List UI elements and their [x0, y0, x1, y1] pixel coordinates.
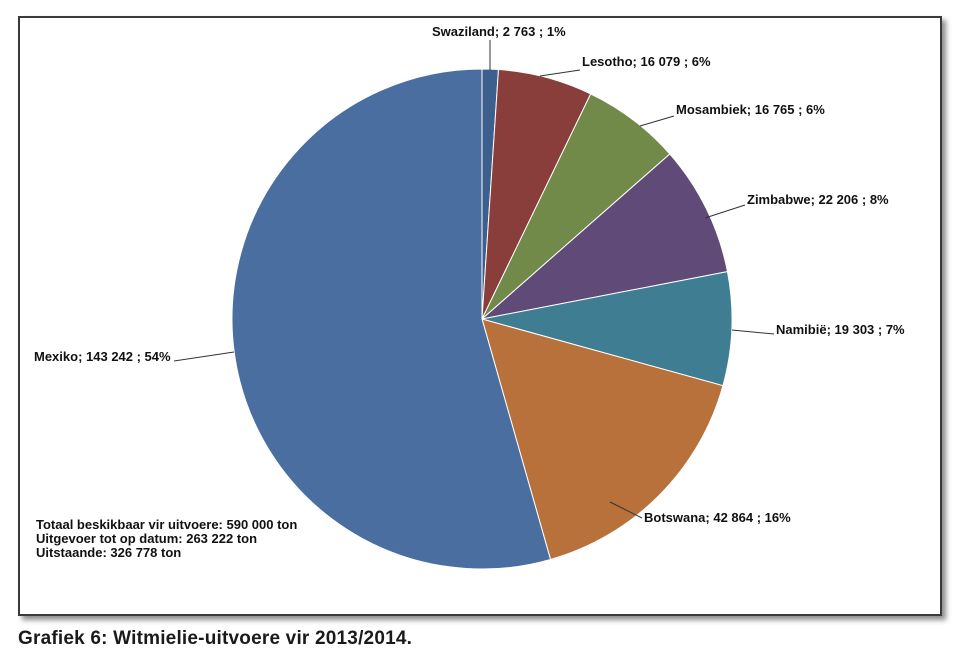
totals-annotation: Totaal beskikbaar vir uitvoere: 590 000 …	[36, 518, 297, 560]
outstanding-text: Uitstaande: 326 778 ton	[36, 545, 182, 560]
slice-label-zimbabwe: Zimbabwe; 22 206 ; 8%	[747, 192, 889, 207]
pie-slice-namibië	[481, 271, 733, 387]
slice-label-mexiko: Mexiko; 143 242 ; 54%	[34, 349, 171, 364]
slice-label-swaziland: Swaziland; 2 763 ; 1%	[432, 24, 566, 39]
leader-line-lesotho	[539, 69, 581, 77]
slice-label-mosambiek: Mosambiek; 16 765 ; 6%	[676, 102, 825, 117]
pie-slice-zimbabwe	[480, 153, 729, 320]
chart-frame: Swaziland; 2 763 ; 1% Lesotho; 16 079 ; 6…	[18, 16, 942, 616]
pie-slice-botswana	[481, 318, 724, 561]
leader-line-botswana	[609, 501, 643, 519]
leader-line-namibië	[731, 329, 775, 335]
exported-to-date-text: Uitgevoer tot op datum: 263 222 ton	[36, 531, 258, 546]
total-available-text: Totaal beskikbaar vir uitvoere: 590 000 …	[36, 517, 298, 532]
leader-line-mosambiek	[639, 115, 675, 127]
slice-label-namibië: Namibië; 19 303 ; 7%	[776, 322, 905, 337]
leader-line-zimbabwe	[704, 204, 746, 219]
leader-line-mexiko	[173, 351, 235, 362]
pie-slice-mexiko	[231, 68, 552, 570]
slice-label-lesotho: Lesotho; 16 079 ; 6%	[582, 54, 711, 69]
pie-chart: Swaziland; 2 763 ; 1% Lesotho; 16 079 ; 6…	[34, 24, 905, 570]
figure-caption: Grafiek 6: Witmielie-uitvoere vir 2013/2…	[18, 628, 413, 649]
slice-label-botswana: Botswana; 42 864 ; 16%	[644, 510, 791, 525]
